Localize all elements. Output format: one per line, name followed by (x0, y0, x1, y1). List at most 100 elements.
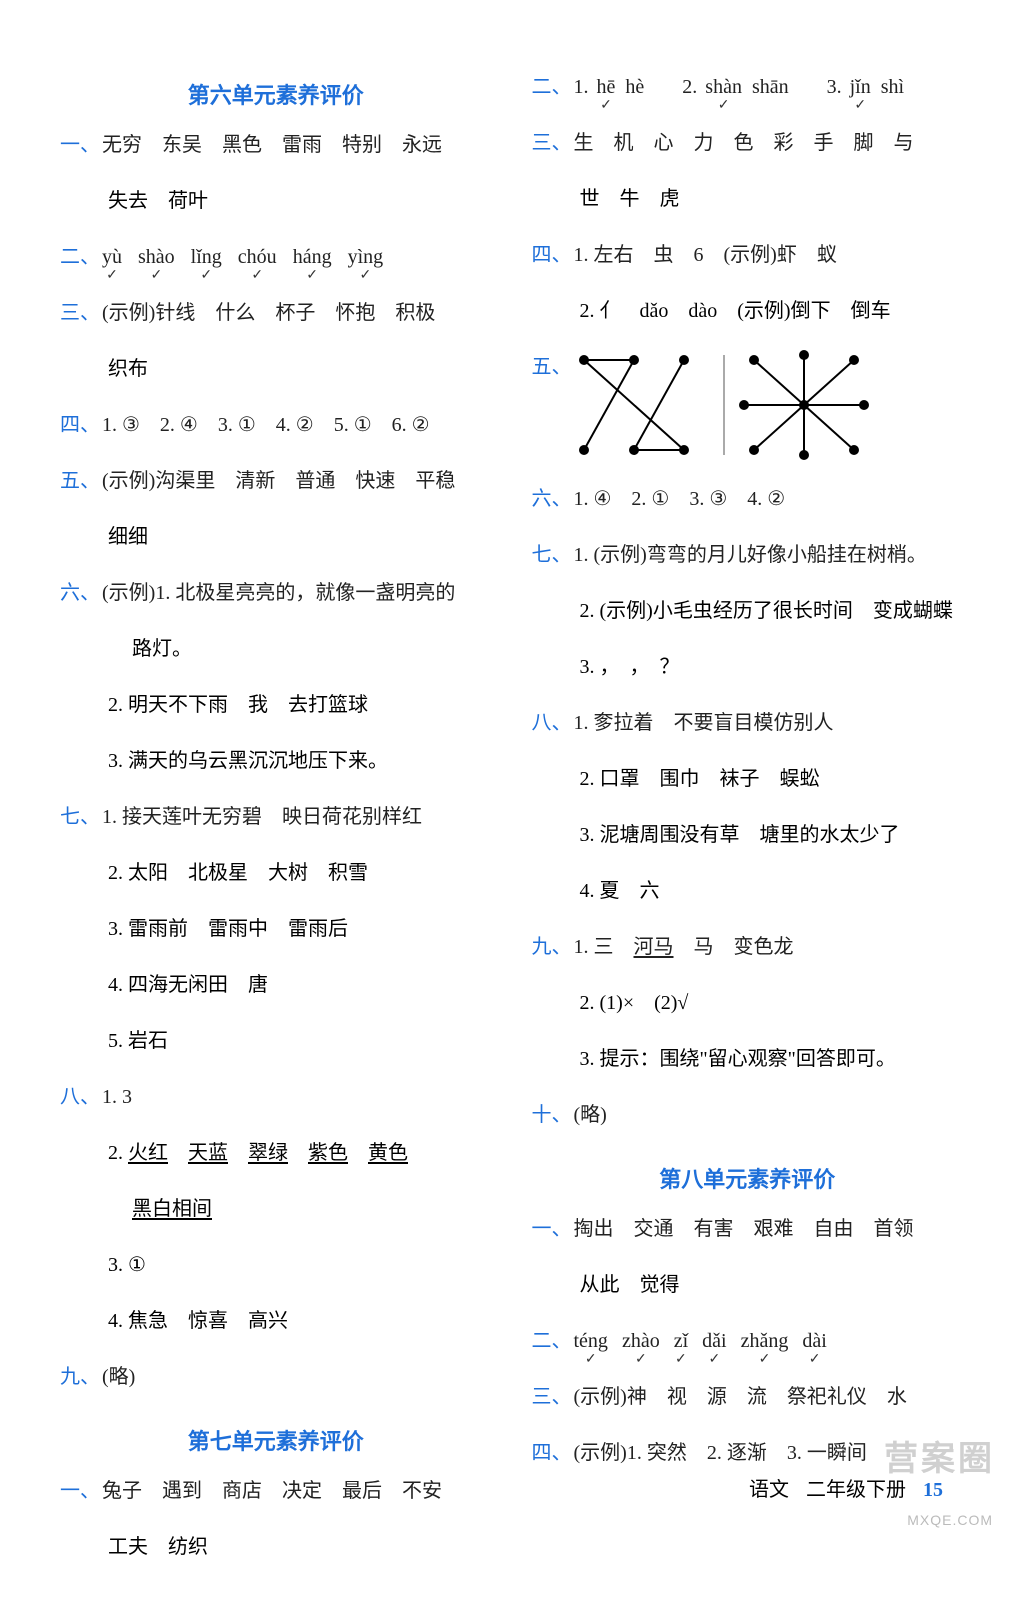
r8-4: 4. 夏 六 (532, 874, 964, 908)
u8-q1a: 掏出 交通 有害 艰难 自由 首领 (574, 1212, 964, 1246)
r-label-5: 五、 (532, 350, 572, 384)
q5a: (示例)沟渠里 清新 普通 快速 平稳 (102, 464, 492, 498)
label-2: 二、 (60, 240, 100, 274)
r4-1: 1. 左右 虫 6 (示例)虾 蚁 (574, 238, 964, 272)
q8-4: 4. 焦急 惊喜 高兴 (60, 1304, 492, 1338)
u8-label-1: 一、 (532, 1212, 572, 1246)
u8-label-4: 四、 (532, 1436, 572, 1470)
q7-5: 5. 岩石 (60, 1024, 492, 1058)
r7-3: 3. ， ， ？ (532, 650, 964, 684)
unit6-title: 第六单元素养评价 (60, 78, 492, 110)
pinyin-item: dài (802, 1324, 826, 1358)
q8-1: 1. 3 (102, 1080, 492, 1114)
pinyin-item: yù (102, 240, 122, 274)
underlined-word: 火红 (128, 1142, 168, 1164)
label-8: 八、 (60, 1080, 100, 1114)
u8-q2: téng zhàozǐdǎi zhǎng dài (574, 1324, 964, 1358)
pinyin-item: zhǎng (741, 1324, 789, 1358)
pinyin-item: dǎi (702, 1324, 726, 1358)
label-7: 七、 (60, 800, 100, 834)
r4-2: 2. 亻 dǎo dào (示例)倒下 倒车 (532, 294, 964, 328)
underlined-word: 翠绿 (248, 1142, 288, 1164)
u8-q3: (示例)神 视 源 流 祭祀礼仪 水 (574, 1380, 964, 1414)
pinyin-item: háng (293, 240, 332, 274)
label-6: 六、 (60, 576, 100, 610)
u8-q1b: 从此 觉得 (532, 1268, 964, 1302)
q6-1: (示例)1. 北极星亮亮的，就像一盏明亮的 (102, 576, 492, 610)
underlined-word: 紫色 (308, 1142, 348, 1164)
underlined-word: 黄色 (368, 1142, 408, 1164)
u7-q1b: 工夫 纺织 (60, 1530, 492, 1564)
q8-3: 3. ① (60, 1248, 492, 1282)
r-label-2: 二、 (532, 70, 572, 104)
pinyin-item: hē (597, 70, 616, 104)
r8-1: 1. 奓拉着 不要盲目模仿别人 (574, 706, 964, 740)
right-column: 二、 1. hēhè 2. shànshān 3. jǐnshì 三、生 机 心… (532, 70, 964, 1586)
r-label-9: 九、 (532, 930, 572, 964)
q5b: 细细 (60, 520, 492, 554)
u7-label-1: 一、 (60, 1474, 100, 1508)
q1b: 失去 荷叶 (60, 184, 492, 218)
r-label-3: 三、 (532, 126, 572, 160)
q6-1b: 路灯。 (60, 632, 492, 666)
q7-4: 4. 四海无闲田 唐 (60, 968, 492, 1002)
pinyin-item: zǐ (674, 1324, 688, 1358)
r-label-7: 七、 (532, 538, 572, 572)
q9: (略) (102, 1360, 492, 1394)
matching-diagram (574, 350, 964, 460)
watermark-small: MXQE.COM (907, 1512, 993, 1528)
r-label-10: 十、 (532, 1098, 572, 1132)
u8-label-2: 二、 (532, 1324, 572, 1358)
r7-1: 1. (示例)弯弯的月儿好像小船挂在树梢。 (574, 538, 964, 572)
label-3: 三、 (60, 296, 100, 330)
r-label-6: 六、 (532, 482, 572, 516)
pinyin-item: zhào (622, 1324, 660, 1358)
footer-subject: 语文 (749, 1479, 789, 1501)
r-label-8: 八、 (532, 706, 572, 740)
q2-pinyin: yùshào lǐng chóu háng yìng (102, 240, 492, 274)
pinyin-item: lǐng (191, 240, 222, 274)
q8-2b: 黑白相间 (60, 1192, 492, 1226)
q7-3: 3. 雷雨前 雷雨中 雷雨后 (60, 912, 492, 946)
pinyin-item: shàn (705, 70, 742, 104)
q7-2: 2. 太阳 北极星 大树 积雪 (60, 856, 492, 890)
r7-2: 2. (示例)小毛虫经历了很长时间 变成蝴蝶 (532, 594, 964, 628)
r3a: 生 机 心 力 色 彩 手 脚 与 (574, 126, 964, 160)
label-1: 一、 (60, 128, 100, 162)
label-4: 四、 (60, 408, 100, 442)
q7-1: 1. 接天莲叶无穷碧 映日荷花别样红 (102, 800, 492, 834)
r8-3: 3. 泥塘周围没有草 塘里的水太少了 (532, 818, 964, 852)
left-column: 第六单元素养评价 一、无穷 东吴 黑色 雷雨 特别 永远 失去 荷叶 二、 yù… (60, 70, 492, 1586)
pinyin-item: yìng (348, 240, 384, 274)
q6-2: 2. 明天不下雨 我 去打篮球 (60, 688, 492, 722)
q1a: 无穷 东吴 黑色 雷雨 特别 永远 (102, 128, 492, 162)
footer-page: 15 (923, 1479, 943, 1501)
q6-3: 3. 满天的乌云黑沉沉地压下来。 (60, 744, 492, 778)
label-5: 五、 (60, 464, 100, 498)
pinyin-item: shì (881, 70, 904, 104)
pinyin-item: chóu (238, 240, 277, 274)
r3b: 世 牛 虎 (532, 182, 964, 216)
r10: (略) (574, 1098, 964, 1132)
u8-label-3: 三、 (532, 1380, 572, 1414)
q8-2: 2. 火红 天蓝 翠绿 紫色 黄色 (60, 1136, 492, 1170)
r9-2: 2. (1)× (2)√ (532, 986, 964, 1020)
r9-1: 1. 三 河马 马 变色龙 (574, 930, 964, 964)
pinyin-item: shào (138, 240, 175, 274)
pinyin-item: shān (752, 70, 789, 104)
u7-q1a: 兔子 遇到 商店 决定 最后 不安 (102, 1474, 492, 1508)
watermark-big: 营案圈 (884, 1431, 995, 1480)
r-label-4: 四、 (532, 238, 572, 272)
q3a: (示例)针线 什么 杯子 怀抱 积极 (102, 296, 492, 330)
pinyin-item: téng (574, 1324, 608, 1358)
underlined-word: 天蓝 (188, 1142, 228, 1164)
label-9: 九、 (60, 1360, 100, 1394)
unit7-title: 第七单元素养评价 (60, 1424, 492, 1456)
pinyin-item: hè (625, 70, 644, 104)
r6: 1. ④ 2. ① 3. ③ 4. ② (574, 482, 964, 516)
r9-3: 3. 提示：围绕"留心观察"回答即可。 (532, 1042, 964, 1076)
q3b: 织布 (60, 352, 492, 386)
unit8-title: 第八单元素养评价 (532, 1162, 964, 1194)
q4: 1. ③ 2. ④ 3. ① 4. ② 5. ① 6. ② (102, 408, 492, 442)
footer-grade: 二年级下册 (806, 1479, 906, 1501)
